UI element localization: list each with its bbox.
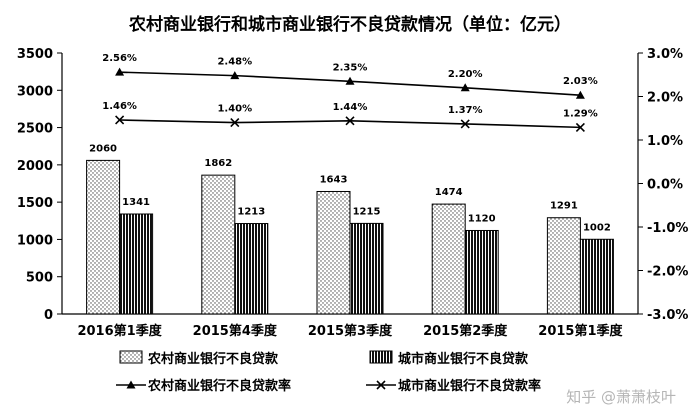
y-tick-label-left: 1000 (17, 233, 53, 248)
y-tick-label-left: 3000 (17, 84, 53, 99)
x-tick-label: 2015第3季度 (308, 323, 393, 339)
triangle-marker (345, 76, 355, 85)
legend-label: 城市商业银行不良贷款 (398, 351, 529, 367)
bar-value-label: 2060 (89, 143, 117, 154)
triangle-marker (460, 83, 470, 92)
x-marker (345, 116, 355, 126)
bar-value-label: 1002 (583, 222, 611, 233)
bar (464, 229, 499, 315)
bar (349, 222, 384, 315)
y-tick-label-left: 2500 (17, 122, 53, 137)
x-marker (115, 115, 125, 125)
y-tick-label-right: -1.0% (647, 221, 688, 236)
bar (201, 174, 236, 315)
rate-label: 2.56% (102, 53, 137, 64)
bar-value-label: 1862 (204, 158, 232, 169)
watermark: 知乎 @萧萧枝叶 (566, 388, 676, 406)
rate-label: 1.29% (563, 108, 598, 119)
rate-label: 1.46% (102, 101, 137, 112)
y-tick-label-left: 2000 (17, 159, 53, 174)
legend-triangle-marker (126, 380, 136, 389)
legend-label: 农村商业银行不良贷款 (147, 351, 279, 367)
x-tick-label: 2015第1季度 (538, 323, 623, 339)
y-tick-label-right: 2.0% (647, 91, 683, 106)
bar-value-label: 1120 (468, 213, 496, 224)
x-tick-label: 2015第2季度 (423, 323, 508, 339)
chart-title: 农村商业银行和城市商业银行不良贷款情况（单位：亿元） (128, 14, 571, 35)
bar (234, 223, 269, 315)
y-tick-label-right: -3.0% (647, 308, 688, 323)
y-tick-label-right: -2.0% (647, 265, 688, 280)
rate-label: 2.35% (333, 62, 368, 73)
bar (546, 217, 581, 315)
bar (86, 159, 121, 315)
bar-value-label: 1341 (122, 197, 150, 208)
legend-swatch (369, 350, 393, 364)
y-tick-label-right: 1.0% (647, 134, 683, 149)
y-tick-label-left: 3500 (17, 47, 53, 62)
rate-label: 2.48% (217, 57, 252, 68)
rate-label: 2.20% (448, 69, 483, 80)
y-tick-label-right: 3.0% (647, 47, 683, 62)
triangle-marker (115, 67, 125, 76)
legend-label: 城市商业银行不良贷款率 (398, 378, 541, 394)
y-tick-label-left: 1500 (17, 196, 53, 211)
y-tick-label-right: 0.0% (647, 178, 683, 193)
rate-label: 1.44% (333, 102, 368, 113)
bar-value-label: 1291 (550, 201, 578, 212)
y-tick-label-left: 500 (26, 271, 53, 286)
x-tick-label: 2015第4季度 (193, 323, 278, 339)
rate-label: 1.37% (448, 105, 483, 116)
x-marker (230, 118, 240, 128)
bar (431, 203, 466, 315)
bar (316, 190, 351, 315)
bar-value-label: 1215 (353, 206, 381, 217)
y-tick-label-left: 0 (44, 308, 53, 323)
legend-x-marker (376, 380, 386, 390)
legend-label: 农村商业银行不良贷款率 (147, 378, 291, 394)
x-marker (575, 122, 585, 132)
bar-value-label: 1213 (237, 207, 265, 218)
bar-value-label: 1474 (435, 187, 463, 198)
bar (579, 238, 614, 315)
bar-value-label: 1643 (320, 174, 348, 185)
bar (119, 213, 154, 315)
rate-label: 2.03% (563, 76, 598, 87)
rate-label: 1.40% (217, 104, 252, 115)
x-marker (460, 119, 470, 129)
triangle-marker (230, 71, 240, 80)
x-tick-label: 2016第1季度 (77, 323, 162, 339)
legend-swatch (119, 350, 143, 364)
triangle-marker (575, 90, 585, 99)
